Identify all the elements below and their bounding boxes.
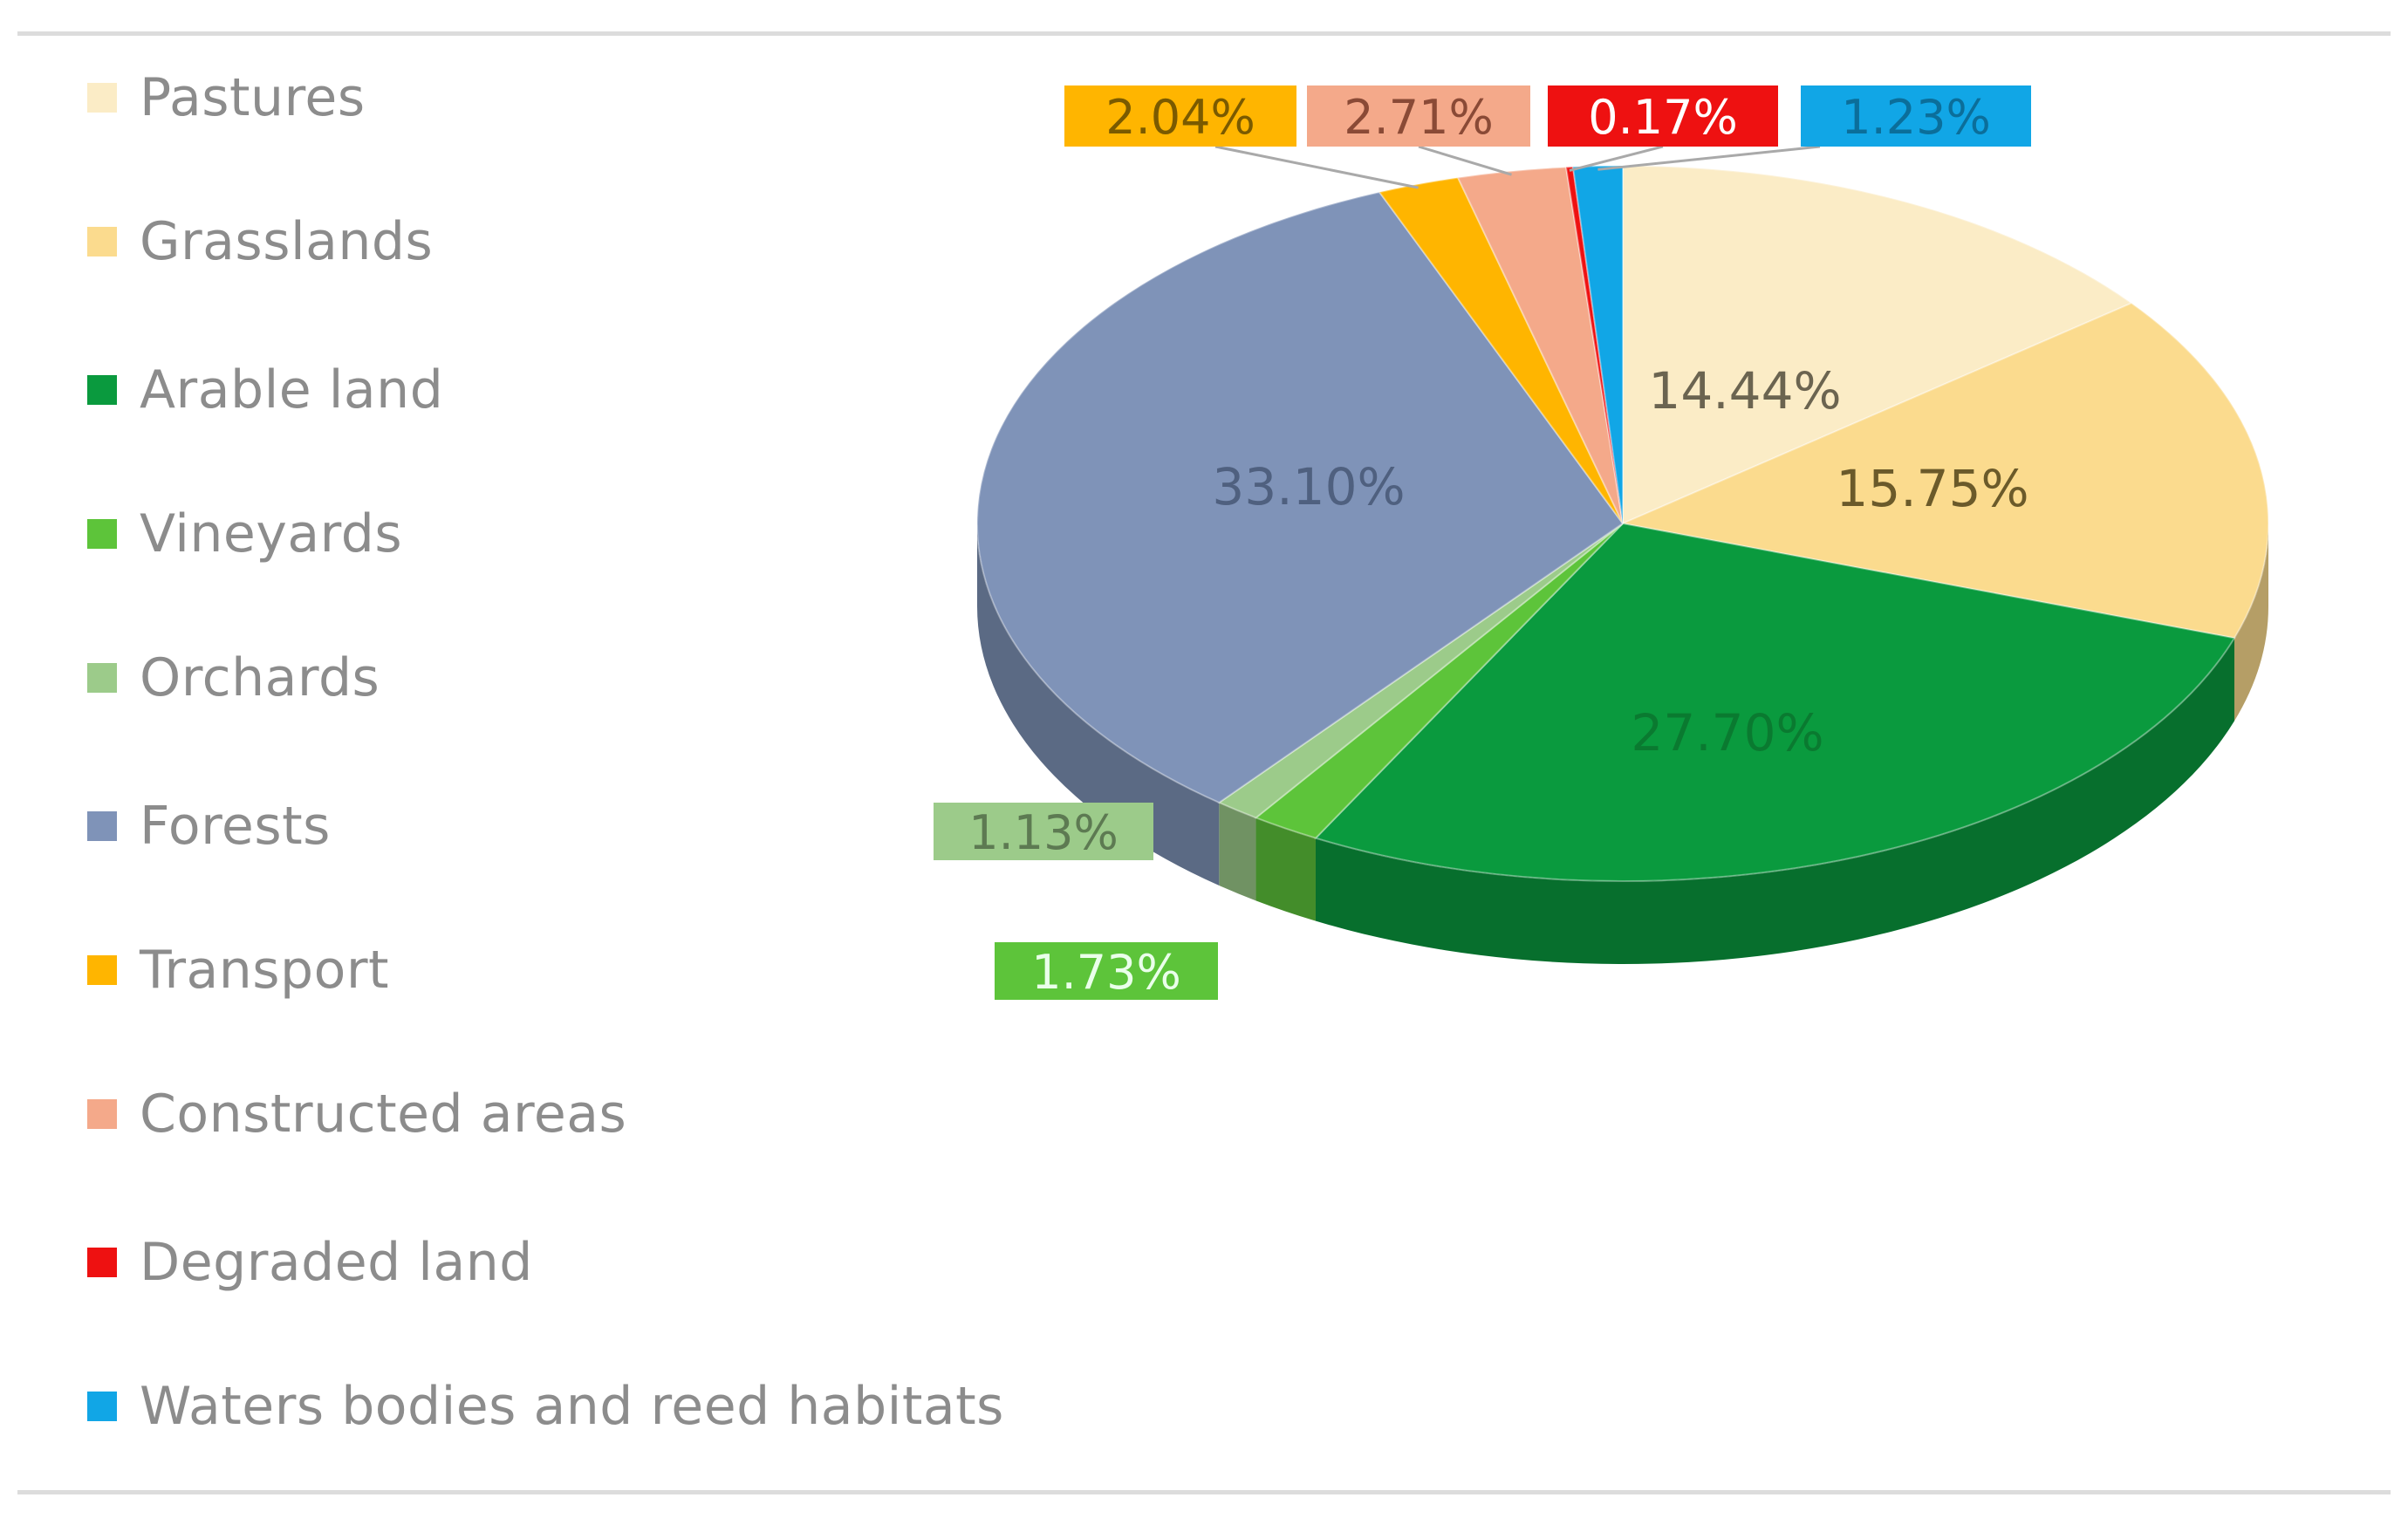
legend-item-pastures: Pastures <box>87 63 366 133</box>
pie-slice-transport <box>1378 176 1624 524</box>
legend-label: Orchards <box>140 647 380 708</box>
pie-side-arable-land <box>1315 638 2235 965</box>
pie-sides <box>977 523 2268 965</box>
pie-side-orchards <box>1219 802 1256 901</box>
legend-swatch <box>87 375 117 405</box>
legend-swatch <box>87 519 117 549</box>
legend-item-arable-land: Arable land <box>87 355 443 425</box>
pie-side-forests <box>977 523 1220 886</box>
pie-tops <box>976 164 2269 882</box>
legend-swatch <box>87 663 117 693</box>
legend-swatch <box>87 227 117 256</box>
data-label-degraded-land: 0.17% <box>1588 90 1738 145</box>
data-label-grasslands: 15.75% <box>1836 459 2028 518</box>
pie-slice-arable-land <box>1314 522 2236 882</box>
legend-label: Arable land <box>140 359 444 421</box>
legend-label: Constructed areas <box>140 1084 627 1145</box>
legend-swatch <box>87 811 117 841</box>
data-label-vineyards: 1.73% <box>1031 945 1181 1000</box>
legend-item-waters-bodies-and-reed-habitats: Waters bodies and reed habitats <box>87 1371 1004 1441</box>
legend-item-degraded-land: Degraded land <box>87 1228 533 1297</box>
leader-line-degraded-land <box>1569 145 1664 172</box>
legend-label: Transport <box>140 940 390 1001</box>
data-label-forests: 33.10% <box>1212 457 1405 516</box>
legend-item-constructed-areas: Constructed areas <box>87 1079 626 1149</box>
data-label-box-transport <box>1064 85 1296 147</box>
data-label-waters-bodies-and-reed-habitats: 1.23% <box>1841 90 1991 145</box>
legend-swatch <box>87 1248 117 1277</box>
leader-lines <box>1214 145 1821 189</box>
pie-side-vineyards <box>1255 817 1316 921</box>
legend-swatch <box>87 83 117 113</box>
leader-line-transport <box>1214 145 1419 189</box>
data-label-constructed-areas: 2.71% <box>1344 90 1494 145</box>
pie-slice-constructed-areas <box>1456 166 1624 524</box>
data-label-orchards: 1.13% <box>968 805 1118 860</box>
bottom-rule <box>17 1490 2391 1494</box>
pie-slice-orchards <box>1217 523 1624 819</box>
pie-slice-vineyards <box>1254 523 1624 839</box>
legend-label: Degraded land <box>140 1232 533 1293</box>
legend-item-forests: Forests <box>87 791 331 861</box>
data-label-box-waters-bodies-and-reed-habitats <box>1801 85 2031 147</box>
legend-item-grasslands: Grasslands <box>87 207 433 277</box>
data-label-transport: 2.04% <box>1105 90 1255 145</box>
data-label-pastures: 14.44% <box>1648 361 1841 421</box>
pie-slice-pastures <box>1622 164 2134 525</box>
leader-line-constructed-areas <box>1418 145 1512 176</box>
legend-item-vineyards: Vineyards <box>87 499 402 569</box>
legend-label: Waters bodies and reed habitats <box>140 1376 1004 1437</box>
legend-label: Pastures <box>140 67 366 128</box>
data-labels: 14.44% 15.75% 27.70% 1.73% 1.13% 33.10% 2.04% 2… <box>934 85 2031 1000</box>
leader-line-waters-bodies-and-reed-habitats <box>1597 145 1821 171</box>
legend-item-transport: Transport <box>87 935 389 1005</box>
legend-item-orchards: Orchards <box>87 643 380 713</box>
legend-swatch <box>87 955 117 985</box>
legend-swatch <box>87 1099 117 1129</box>
data-label-box-degraded-land <box>1548 85 1778 147</box>
data-label-box-constructed-areas <box>1307 85 1530 147</box>
data-label-box-orchards <box>934 803 1153 860</box>
legend-label: Forests <box>140 796 331 857</box>
pie-slice-forests <box>976 191 1625 804</box>
data-label-arable-land: 27.70% <box>1631 703 1823 762</box>
data-label-box-vineyards <box>995 942 1218 1000</box>
legend-label: Vineyards <box>140 503 403 564</box>
legend-swatch <box>87 1392 117 1421</box>
pie-side-grasslands <box>2234 523 2268 721</box>
legend-label: Grasslands <box>140 211 434 272</box>
pie-slice-grasslands <box>1619 302 2269 639</box>
top-rule <box>17 31 2391 36</box>
